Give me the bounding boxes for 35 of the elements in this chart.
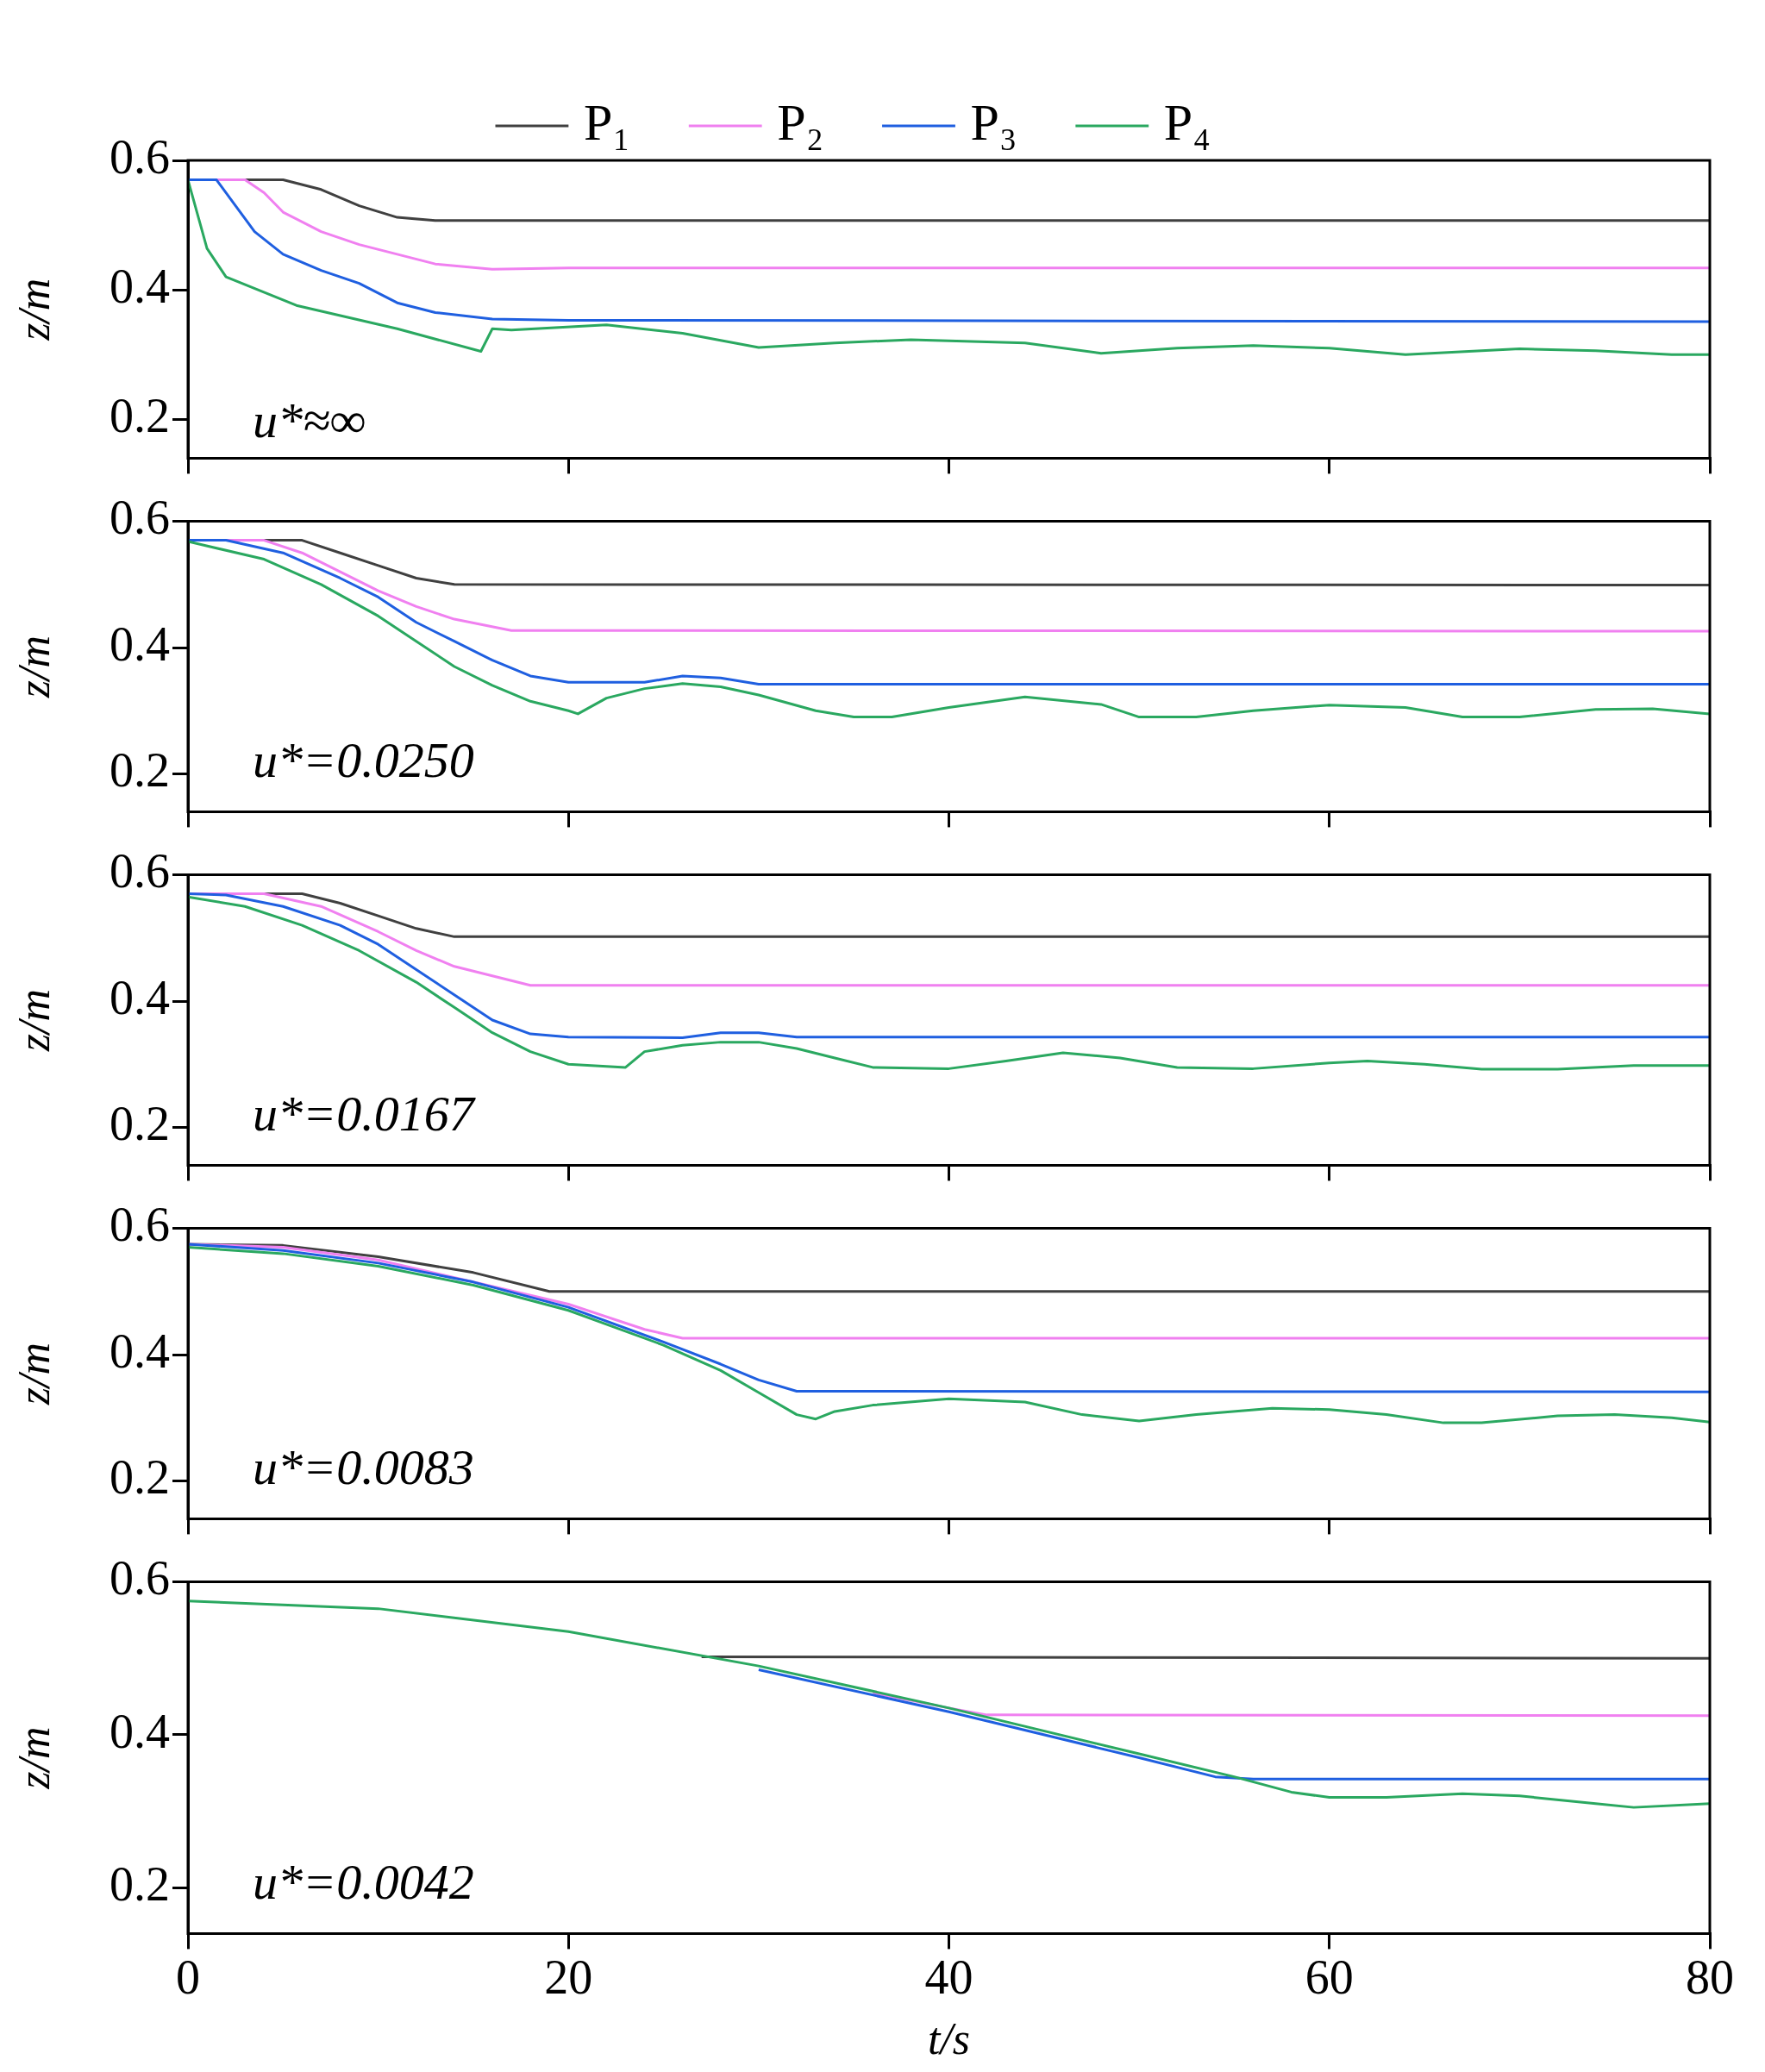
legend-label: P₃: [970, 93, 1017, 151]
y-tick-label: 0.2: [110, 743, 170, 798]
annotation: u*=0.0250: [253, 732, 474, 789]
y-tick-label: 0.4: [110, 1704, 170, 1758]
y-axis-title: z/m: [9, 278, 59, 341]
legend-label: P₄: [1163, 93, 1211, 151]
y-tick-label: 0.6: [110, 1198, 170, 1252]
y-tick-label: 0.2: [110, 1450, 170, 1505]
y-tick-label: 0.4: [110, 617, 170, 671]
y-tick-label: 0.6: [110, 844, 170, 898]
legend-label: P₂: [777, 93, 824, 151]
y-tick-label: 0.4: [110, 970, 170, 1024]
x-tick-label: 40: [924, 1950, 973, 2004]
y-axis-title: z/m: [9, 1726, 59, 1790]
legend-label: P₁: [583, 93, 631, 151]
y-tick-label: 0.6: [110, 1551, 170, 1606]
annotation: u*=0.0042: [253, 1854, 474, 1911]
y-tick-label: 0.4: [110, 259, 170, 313]
y-tick-label: 0.4: [110, 1324, 170, 1378]
y-axis-title: z/m: [9, 988, 59, 1053]
x-tick-label: 20: [544, 1950, 593, 2004]
annotation: u*=0.0083: [253, 1439, 474, 1496]
x-tick-label: 0: [176, 1950, 200, 2004]
annotation: u*≈∞: [253, 391, 366, 448]
y-tick-label: 0.6: [110, 129, 170, 184]
x-axis-title: t/s: [927, 2014, 971, 2064]
x-tick-label: 80: [1686, 1950, 1734, 2004]
annotation: u*=0.0167: [253, 1086, 476, 1142]
x-tick-label: 60: [1305, 1950, 1354, 2004]
y-tick-label: 0.6: [110, 491, 170, 545]
y-tick-label: 0.2: [110, 1856, 170, 1911]
y-axis-title: z/m: [9, 635, 59, 699]
y-tick-label: 0.2: [110, 1097, 170, 1151]
y-axis-title: z/m: [9, 1342, 59, 1406]
y-tick-label: 0.2: [110, 389, 170, 443]
